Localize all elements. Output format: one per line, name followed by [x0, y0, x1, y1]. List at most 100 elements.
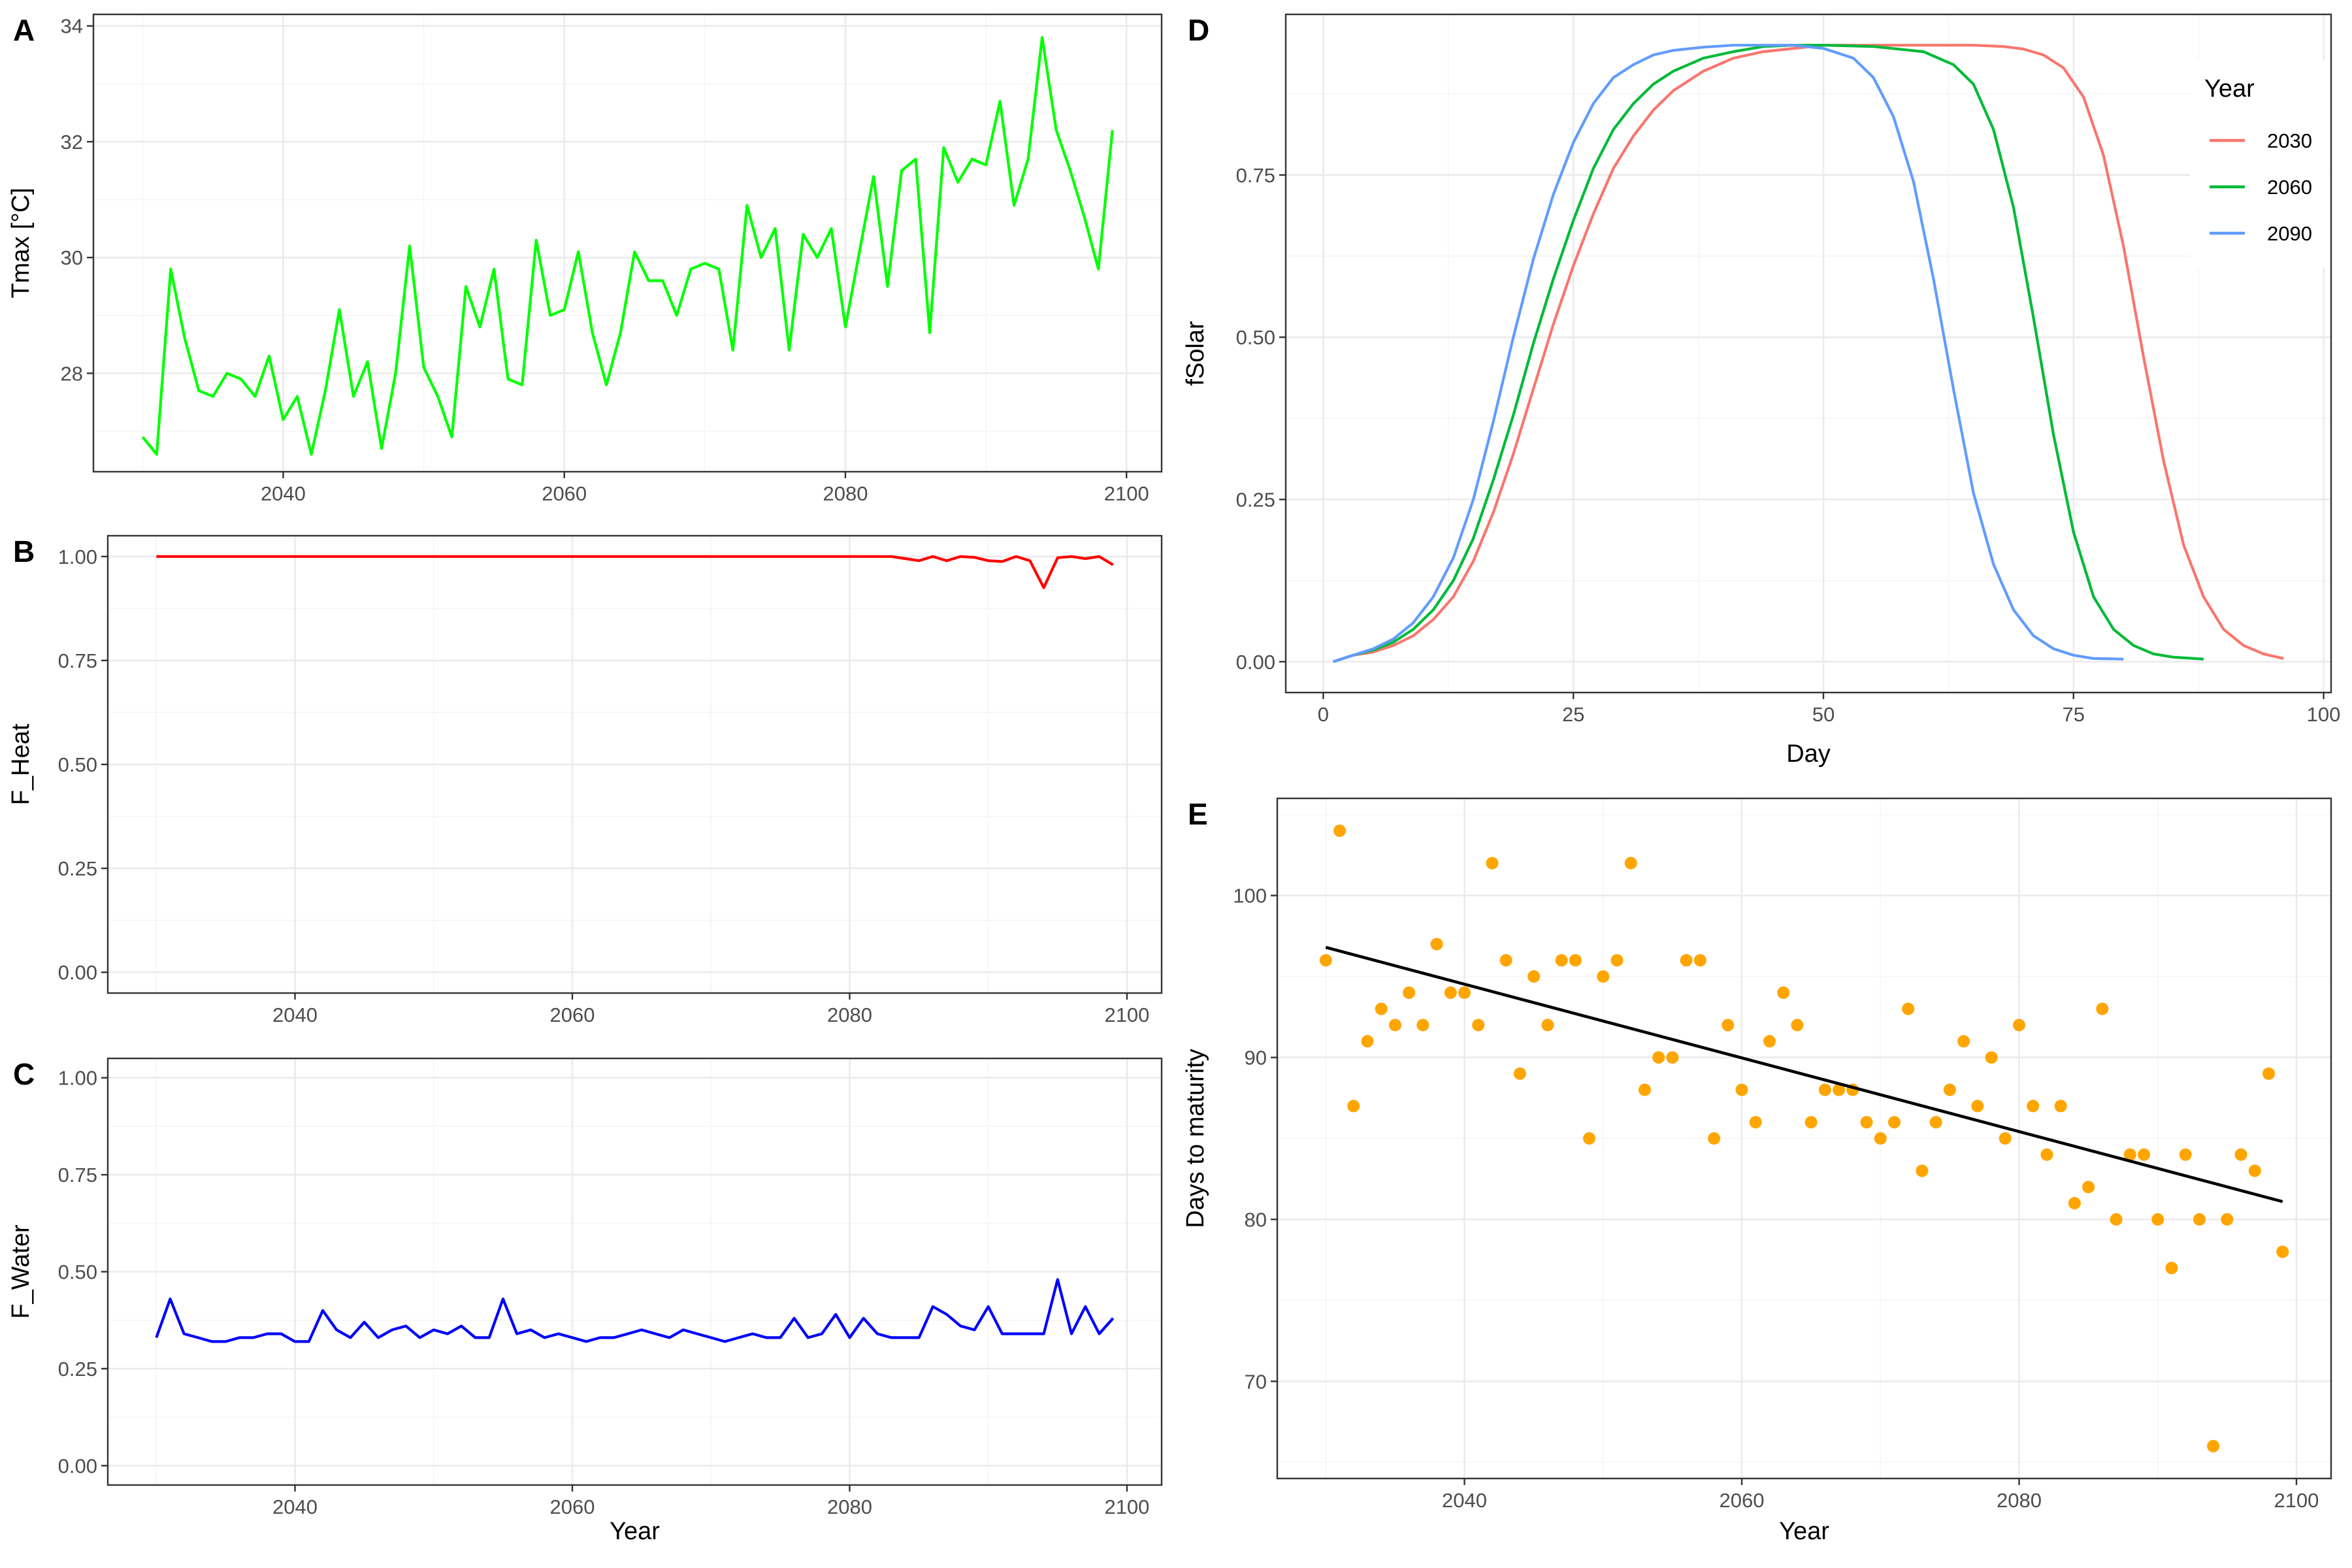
data-point: [1513, 1067, 1526, 1080]
data-point: [1347, 1100, 1360, 1113]
x-axis-title: Day: [1786, 740, 1831, 768]
x-tick-label: 2080: [827, 1495, 872, 1518]
x-tick-label: 2040: [1442, 1489, 1487, 1512]
data-point: [2221, 1213, 2234, 1226]
x-tick-label: 2040: [261, 482, 306, 505]
data-point: [1957, 1035, 1970, 1048]
x-tick-label: 2040: [272, 1004, 318, 1026]
trend-line: [1325, 945, 2283, 1203]
y-tick-label: 34: [61, 15, 83, 38]
x-tick-label: 2080: [823, 482, 868, 505]
y-axis-title: Days to maturity: [1182, 1049, 1209, 1228]
data-point: [2082, 1181, 2095, 1194]
data-point: [1638, 1083, 1651, 1096]
y-tick-label: 90: [1245, 1047, 1267, 1070]
data-point: [1818, 1083, 1831, 1096]
data-point: [1777, 986, 1790, 999]
data-point: [1430, 938, 1443, 951]
data-point: [1693, 954, 1707, 967]
data-point: [1416, 1019, 1429, 1032]
panel-a: 2040 2060 2080 2100 28 30 32 34 Tmax [°C] A: [7, 13, 1163, 505]
data-point: [1375, 1002, 1388, 1015]
y-tick-label: 0.00: [58, 961, 97, 984]
data-point: [1763, 1035, 1776, 1048]
panel-tag: E: [1188, 797, 1208, 831]
series-line-0: [141, 36, 1114, 456]
data-point: [1624, 857, 1637, 870]
legend-label: 2090: [2267, 222, 2312, 245]
panel-c: 2040 2060 2080 2100 0.00 0.25 0.50 0.75 1.00 F_Wa…: [7, 1057, 1163, 1545]
legend-title: Year: [2204, 75, 2255, 103]
data-point: [1486, 857, 1499, 870]
data-point: [1902, 1002, 1915, 1015]
y-tick-label: 0.75: [58, 649, 97, 672]
y-tick-label: 0.25: [58, 857, 97, 880]
data-point: [2179, 1148, 2192, 1161]
panel-border: [1276, 797, 2332, 1480]
data-point: [1929, 1116, 1942, 1129]
y-tick-label: 0.25: [58, 1358, 97, 1380]
data-point: [2151, 1213, 2164, 1226]
x-tick-label: 0: [1318, 703, 1329, 726]
data-point: [1943, 1083, 1956, 1096]
data-point: [1916, 1164, 1929, 1177]
series-line-0: [155, 1278, 1115, 1343]
x-tick-label: 2100: [1104, 482, 1149, 505]
data-point: [2096, 1002, 2109, 1015]
data-point: [1971, 1100, 1984, 1113]
x-tick-label: 50: [1812, 703, 1835, 726]
data-point: [1666, 1051, 1679, 1064]
data-point: [2207, 1439, 2220, 1452]
data-point: [2054, 1100, 2067, 1113]
data-point: [1791, 1019, 1804, 1032]
data-point: [2137, 1148, 2150, 1161]
data-point: [2068, 1197, 2081, 1210]
y-tick-label: 70: [1245, 1370, 1267, 1393]
y-tick-label: 28: [61, 362, 83, 385]
panel-b: 2040 2060 2080 2100 0.00 0.25 0.50 0.75 1.00 F_He…: [7, 534, 1163, 1026]
data-point: [1833, 1083, 1846, 1096]
data-point: [2027, 1100, 2040, 1113]
y-tick-label: 1.00: [58, 1067, 97, 1090]
x-tick-label: 2100: [1104, 1004, 1149, 1026]
panel-tag: D: [1188, 13, 1209, 47]
y-tick-label: 0.50: [58, 1261, 97, 1284]
x-tick-label: 2060: [550, 1004, 595, 1026]
x-tick-label: 2060: [550, 1495, 595, 1518]
legend-label: 2060: [2267, 176, 2312, 199]
data-point: [1652, 1051, 1665, 1064]
panel-tag: C: [13, 1057, 35, 1091]
data-point: [2165, 1262, 2178, 1275]
data-point: [1999, 1132, 2012, 1145]
data-point: [1874, 1132, 1887, 1145]
data-point: [1887, 1116, 1901, 1129]
y-axis-title: F_Water: [7, 1224, 35, 1319]
data-point: [1499, 954, 1512, 967]
series-line-2030: [1333, 44, 2284, 663]
data-point: [1388, 1019, 1401, 1032]
data-point: [2012, 1019, 2025, 1032]
data-point: [1527, 970, 1541, 983]
data-point: [1541, 1019, 1554, 1032]
x-axis-title: Year: [610, 1518, 660, 1545]
data-point: [1444, 986, 1457, 999]
data-point: [1597, 970, 1610, 983]
y-tick-label: 0.50: [1236, 326, 1275, 349]
data-point: [2234, 1148, 2247, 1161]
data-point: [1555, 954, 1568, 967]
panel-tag: B: [13, 534, 35, 568]
data-point: [1458, 986, 1471, 999]
data-point: [1319, 954, 1332, 967]
y-tick-label: 0.75: [58, 1164, 97, 1186]
y-tick-label: 1.00: [58, 546, 97, 568]
data-point: [2248, 1164, 2261, 1177]
y-tick-label: 0.50: [58, 753, 97, 776]
panel-d: 0 25 50 75 100 0.00 0.25 0.50 0.75 fSolar Day D Year…: [1182, 13, 2340, 768]
data-point: [1805, 1116, 1818, 1129]
data-point: [1333, 825, 1347, 838]
panel-tag: A: [13, 13, 35, 47]
panel-border: [1284, 13, 2332, 694]
x-tick-label: 2080: [1997, 1489, 2042, 1512]
x-tick-label: 75: [2062, 703, 2084, 726]
